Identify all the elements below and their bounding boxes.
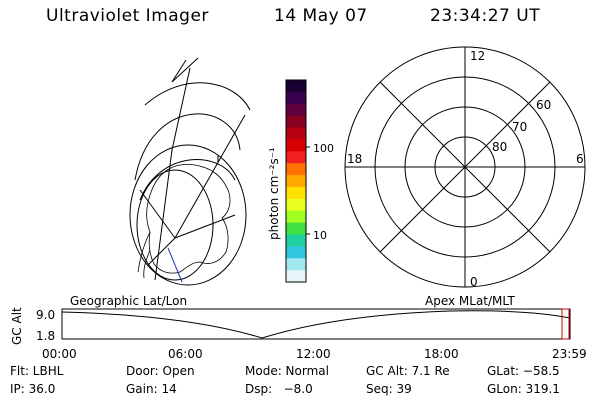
timeline-right-caption: Apex MLat/MLT <box>425 294 515 308</box>
limb-arc <box>144 82 251 111</box>
colorbar-frame <box>285 79 307 283</box>
antarctica-coast <box>146 164 231 274</box>
timeline-xtick-1200: 12:00 <box>296 347 331 361</box>
lat-circle-outer <box>134 113 241 181</box>
status-ip: IP: 36.0 <box>10 382 56 396</box>
status-mode: Mode: Normal <box>245 364 329 378</box>
colorbar-band <box>286 91 306 105</box>
image-time: 23:34:27 UT <box>430 6 541 26</box>
current-time-marker <box>561 308 570 340</box>
colorbar <box>285 79 310 283</box>
mlat-label-70: 70 <box>512 120 527 134</box>
mlt-label-12: 12 <box>470 49 485 63</box>
colorbar-band <box>286 222 306 235</box>
colorbar-band <box>286 258 306 271</box>
timeline-xtick-0600: 06:00 <box>168 347 203 361</box>
status-filter: Flt: LBHL <box>10 364 64 378</box>
colorbar-band <box>286 270 306 283</box>
status-door: Door: Open <box>126 364 195 378</box>
colorbar-band <box>286 80 306 93</box>
geographic-map-panel <box>129 57 251 286</box>
timeline-ytick-high: 9.0 <box>36 308 55 322</box>
mlat-label-60: 60 <box>536 98 551 112</box>
colorbar-unit-label: photon cm⁻²s⁻¹ <box>267 147 281 240</box>
timeline-left-caption: Geographic Lat/Lon <box>70 294 187 308</box>
instrument-title: Ultraviolet Imager <box>46 6 209 26</box>
meridian-5 <box>147 237 176 266</box>
colorbar-tick-100: 100 <box>313 142 334 155</box>
colorbar-band <box>286 163 306 176</box>
colorbar-band <box>286 175 306 188</box>
colorbar-band <box>286 198 306 212</box>
polar-plot <box>344 46 586 288</box>
mlt-label-0: 0 <box>470 275 478 289</box>
colorbar-band <box>286 127 306 140</box>
mlat-label-80: 80 <box>492 140 507 154</box>
peninsula-coast <box>137 231 151 279</box>
colorbar-band <box>286 151 306 164</box>
meridian-3 <box>174 214 236 239</box>
map-spike <box>171 57 199 83</box>
timeline-xtick-1800: 18:00 <box>424 347 459 361</box>
lat-ellipse-1 <box>136 169 214 281</box>
image-date: 14 May 07 <box>274 6 368 26</box>
colorbar-tick-10: 10 <box>313 229 327 242</box>
meridian-4 <box>139 189 176 239</box>
meridian-1 <box>154 67 191 281</box>
altitude-curve <box>61 310 571 339</box>
meridian-2 <box>174 114 246 239</box>
timeline-ytick-low: 1.8 <box>36 329 55 343</box>
timeline-y-axis-label: GC Alt <box>10 307 24 345</box>
satellite-track <box>167 247 183 283</box>
status-dsp: Dsp: −8.0 <box>245 382 313 396</box>
status-glat: GLat: −58.5 <box>487 364 560 378</box>
status-gain: Gain: 14 <box>126 382 177 396</box>
status-gc-alt: GC Alt: 7.1 Re <box>366 364 450 378</box>
lat-circle-inner <box>139 159 236 201</box>
colorbar-band <box>286 246 306 259</box>
orbit-timeline <box>61 308 571 340</box>
mlt-label-6: 6 <box>576 152 584 166</box>
colorbar-band <box>286 103 306 117</box>
timeline-xtick-2359: 23:59 <box>552 347 587 361</box>
status-glon: GLon: 319.1 <box>487 382 560 396</box>
colorbar-band <box>286 234 306 247</box>
colorbar-band <box>286 115 306 129</box>
lat-ellipse-2 <box>129 144 247 286</box>
mlt-label-18: 18 <box>347 152 362 166</box>
status-seq: Seq: 39 <box>366 382 412 396</box>
colorbar-band <box>286 139 306 152</box>
colorbar-band <box>286 186 306 200</box>
timeline-xtick-0000: 00:00 <box>42 347 77 361</box>
colorbar-band <box>286 210 306 224</box>
